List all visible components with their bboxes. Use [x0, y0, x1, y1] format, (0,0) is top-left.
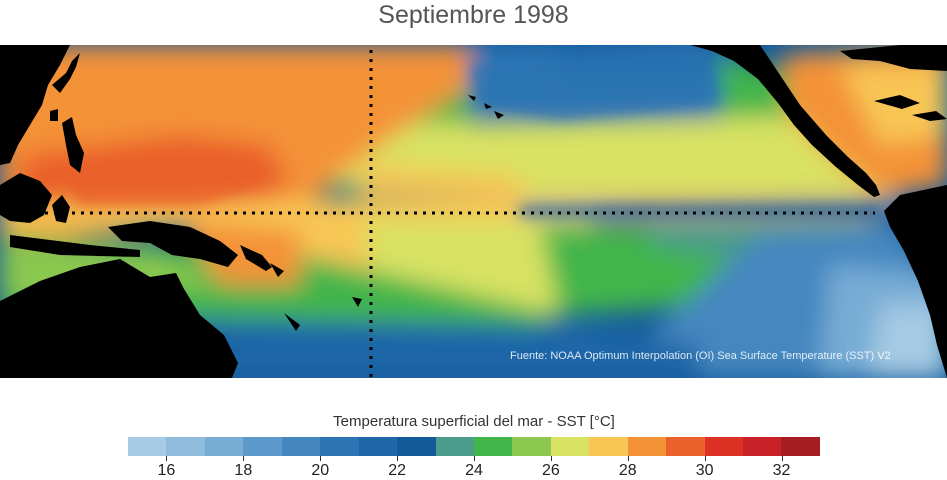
- colorbar-segment: [397, 437, 436, 456]
- north-america-land: [690, 45, 880, 197]
- colorbar-tick-mark: [781, 456, 783, 461]
- colorbar-segment: [743, 437, 782, 456]
- colorbar-tick-label: 32: [772, 462, 791, 479]
- australia-land: [0, 259, 238, 378]
- colorbar-segment: [589, 437, 628, 456]
- colorbar-segment: [435, 437, 474, 456]
- colorbar-segment: [512, 437, 551, 456]
- indonesia-land: [0, 173, 52, 223]
- colorbar-tick-label: 30: [695, 462, 714, 479]
- colorbar-segment: [243, 437, 282, 456]
- colorbar-title: Temperatura superficial del mar - SST [°…: [333, 413, 615, 430]
- colorbar-segment: [320, 437, 359, 456]
- colorbar-segment: [204, 437, 244, 456]
- map-title: Septiembre 1998: [378, 1, 569, 29]
- colorbar-tick-label: 20: [311, 462, 330, 479]
- colorbar-tick-mark: [474, 456, 475, 461]
- colorbar-segment: [781, 437, 820, 456]
- colorbar-segment: [128, 437, 167, 456]
- colorbar-tick-label: 24: [465, 462, 483, 479]
- colorbar-tick-mark: [243, 456, 245, 461]
- hawaii-islands: [468, 95, 504, 119]
- colorbar-segment: [473, 437, 513, 456]
- colorbar-tick-mark: [627, 456, 629, 461]
- colorbar-segment: [550, 437, 590, 456]
- asia-land: [0, 45, 70, 165]
- colorbar-tick-label: 26: [541, 462, 560, 479]
- colorbar-tick-mark: [166, 456, 168, 461]
- colorbar-tick-mark: [550, 456, 552, 461]
- landmasses: [0, 45, 947, 378]
- colorbar-tick-label: 22: [388, 462, 406, 479]
- colorbar: [128, 437, 820, 456]
- japan-land: [52, 53, 80, 93]
- reference-lines: [0, 50, 875, 378]
- south-america-land: [884, 185, 947, 378]
- colorbar-segment: [704, 437, 743, 456]
- colorbar-tick-label: 18: [234, 462, 253, 479]
- colorbar-tick-mark: [320, 456, 322, 461]
- colorbar-tick-mark: [704, 456, 706, 461]
- colorbar-tick-label: 16: [157, 462, 176, 479]
- colorbar-segment: [666, 437, 705, 456]
- colorbar-segment: [281, 437, 321, 456]
- colorbar-segment: [166, 437, 205, 456]
- colorbar-segment: [358, 437, 398, 456]
- colorbar-segment: [627, 437, 667, 456]
- philippines-land: [62, 117, 84, 173]
- sst-map: [0, 45, 947, 378]
- colorbar-tick-label: 28: [618, 462, 637, 479]
- new-guinea-land: [108, 221, 238, 267]
- colorbar-tick-mark: [397, 456, 399, 461]
- source-note: Fuente: NOAA Optimum Interpolation (OI) …: [510, 350, 891, 362]
- colorbar-ticks: 16 18 20 22 24 26 28 30 32: [128, 456, 820, 480]
